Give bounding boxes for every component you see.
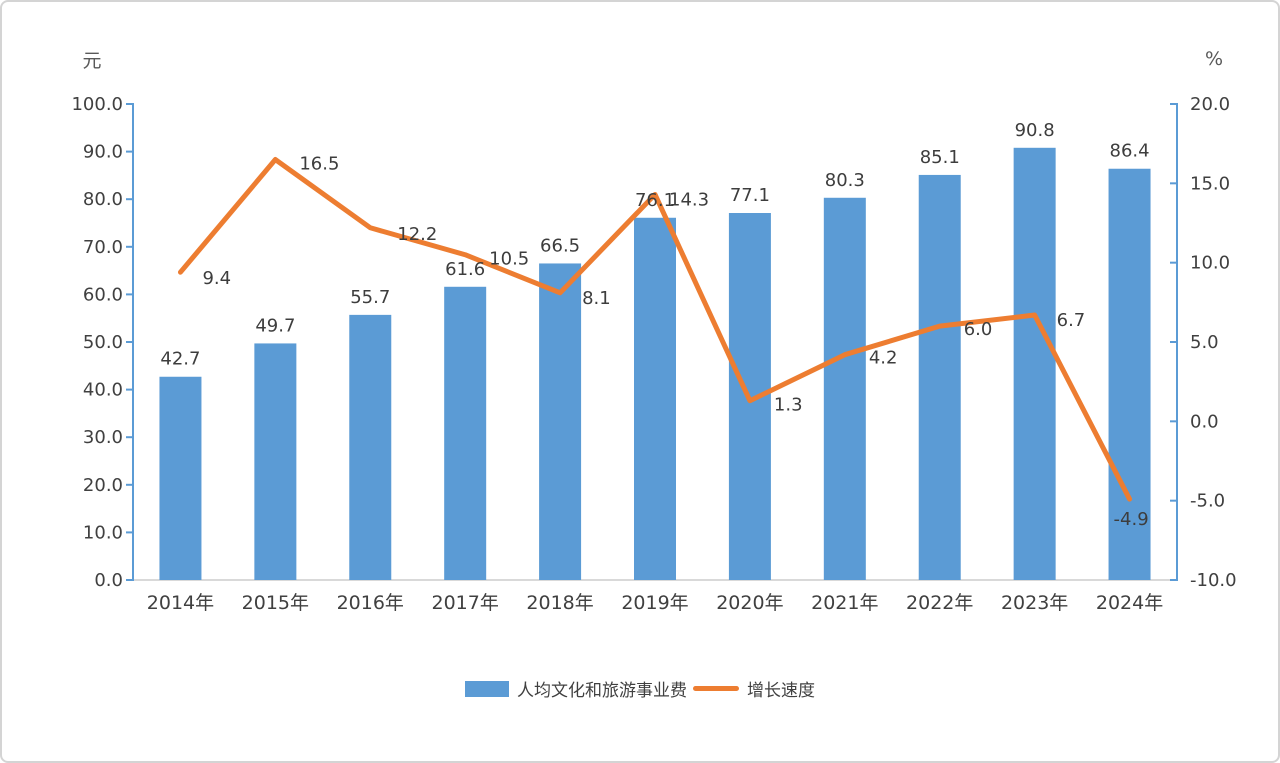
right-axis-tick-label: 15.0 xyxy=(1190,173,1230,194)
bar-2015年 xyxy=(254,343,297,580)
left-axis-tick-label: 20.0 xyxy=(83,475,123,496)
bar-legend-swatch xyxy=(465,680,509,697)
bar-value-label: 42.7 xyxy=(160,349,200,370)
left-axis-unit-label: 元 xyxy=(82,50,101,72)
left-axis-tick-label: 50.0 xyxy=(83,332,123,353)
right-axis-tick-label: -10.0 xyxy=(1190,570,1237,591)
bar-value-label: 80.3 xyxy=(825,170,865,191)
left-axis-tick-label: 100.0 xyxy=(71,94,123,115)
chart-plot-area: 100.0 90.0 80.0 70.0 60.0 50.0 40.0 30.0 20.0 10.… xyxy=(71,94,1236,614)
left-axis-tick-label: 90.0 xyxy=(83,142,123,163)
bar-2019年 xyxy=(634,217,676,580)
legend-item-line: 增长速度 xyxy=(693,676,815,701)
x-axis-category-label: 2019年 xyxy=(621,592,688,614)
line-value-label: 16.5 xyxy=(299,154,339,175)
right-axis-tick-label: 20.0 xyxy=(1190,94,1230,115)
x-axis-category-label: 2017年 xyxy=(432,592,499,614)
x-axis-category-label: 2018年 xyxy=(526,592,593,614)
left-axis-tick-label: 40.0 xyxy=(83,380,123,401)
bar-value-label: 55.7 xyxy=(350,287,390,308)
line-value-label: 14.3 xyxy=(669,189,709,210)
line-value-label: 12.2 xyxy=(397,224,437,245)
bar-2024年 xyxy=(1108,168,1151,580)
line-value-label: 9.4 xyxy=(202,268,231,289)
x-axis-category-label: 2015年 xyxy=(242,592,309,614)
line-legend-label: 增长速度 xyxy=(747,681,815,701)
x-axis-category-label: 2016年 xyxy=(337,592,404,614)
bar-2022年 xyxy=(918,174,961,580)
x-axis-category-label: 2021年 xyxy=(811,592,878,614)
line-value-label: 1.3 xyxy=(774,395,803,416)
right-axis-tick-label: 5.0 xyxy=(1190,332,1219,353)
line-value-label: -4.9 xyxy=(1114,509,1149,530)
right-axis-unit-label: % xyxy=(1205,48,1223,70)
x-axis-category-label: 2023年 xyxy=(1001,592,1068,614)
left-axis-tick-label: 10.0 xyxy=(83,522,123,543)
x-axis-category-label: 2020年 xyxy=(716,592,783,614)
bar-2017年 xyxy=(444,286,487,580)
x-axis-category-label: 2014年 xyxy=(147,592,214,614)
x-axis-category-label: 2024年 xyxy=(1096,592,1163,614)
bar-value-label: 76.1 xyxy=(635,190,675,211)
bar-2023年 xyxy=(1013,147,1056,581)
bar-2016年 xyxy=(349,314,392,580)
left-axis-tick-label: 30.0 xyxy=(83,427,123,448)
x-axis-category-label: 2022年 xyxy=(906,592,973,614)
left-axis-tick-label: 60.0 xyxy=(83,284,123,305)
bar-value-label: 85.1 xyxy=(920,147,960,168)
bar-2014年 xyxy=(159,376,202,580)
right-axis-tick-label: -5.0 xyxy=(1190,491,1225,512)
right-axis-tick-label: 10.0 xyxy=(1190,253,1230,274)
bar-2018年 xyxy=(539,263,582,580)
bar-value-label: 61.6 xyxy=(445,259,485,280)
legend: 人均文化和旅游事业费 增长速度 xyxy=(2,676,1278,701)
left-axis-tick-label: 70.0 xyxy=(83,237,123,258)
bar-value-label: 77.1 xyxy=(730,185,770,206)
line-legend-swatch xyxy=(693,686,739,691)
line-value-label: 6.0 xyxy=(964,319,993,340)
growth-rate-line xyxy=(177,157,1133,502)
legend-item-bar: 人均文化和旅游事业费 xyxy=(465,676,687,701)
line-value-label: 4.2 xyxy=(869,348,898,369)
bar-legend-label: 人均文化和旅游事业费 xyxy=(517,681,687,701)
right-axis-tick-label: 0.0 xyxy=(1190,411,1219,432)
bar-2021年 xyxy=(823,197,866,580)
line-value-label: 8.1 xyxy=(582,288,611,309)
bar-value-label: 86.4 xyxy=(1110,141,1150,162)
bar-value-label: 90.8 xyxy=(1015,120,1055,141)
line-value-label: 10.5 xyxy=(489,249,529,270)
left-axis-tick-label: 80.0 xyxy=(83,189,123,210)
left-axis-tick-label: 0.0 xyxy=(94,570,123,591)
bar-value-label: 49.7 xyxy=(255,315,295,336)
bar-value-label: 66.5 xyxy=(540,235,580,256)
line-value-label: 6.7 xyxy=(1057,310,1086,331)
